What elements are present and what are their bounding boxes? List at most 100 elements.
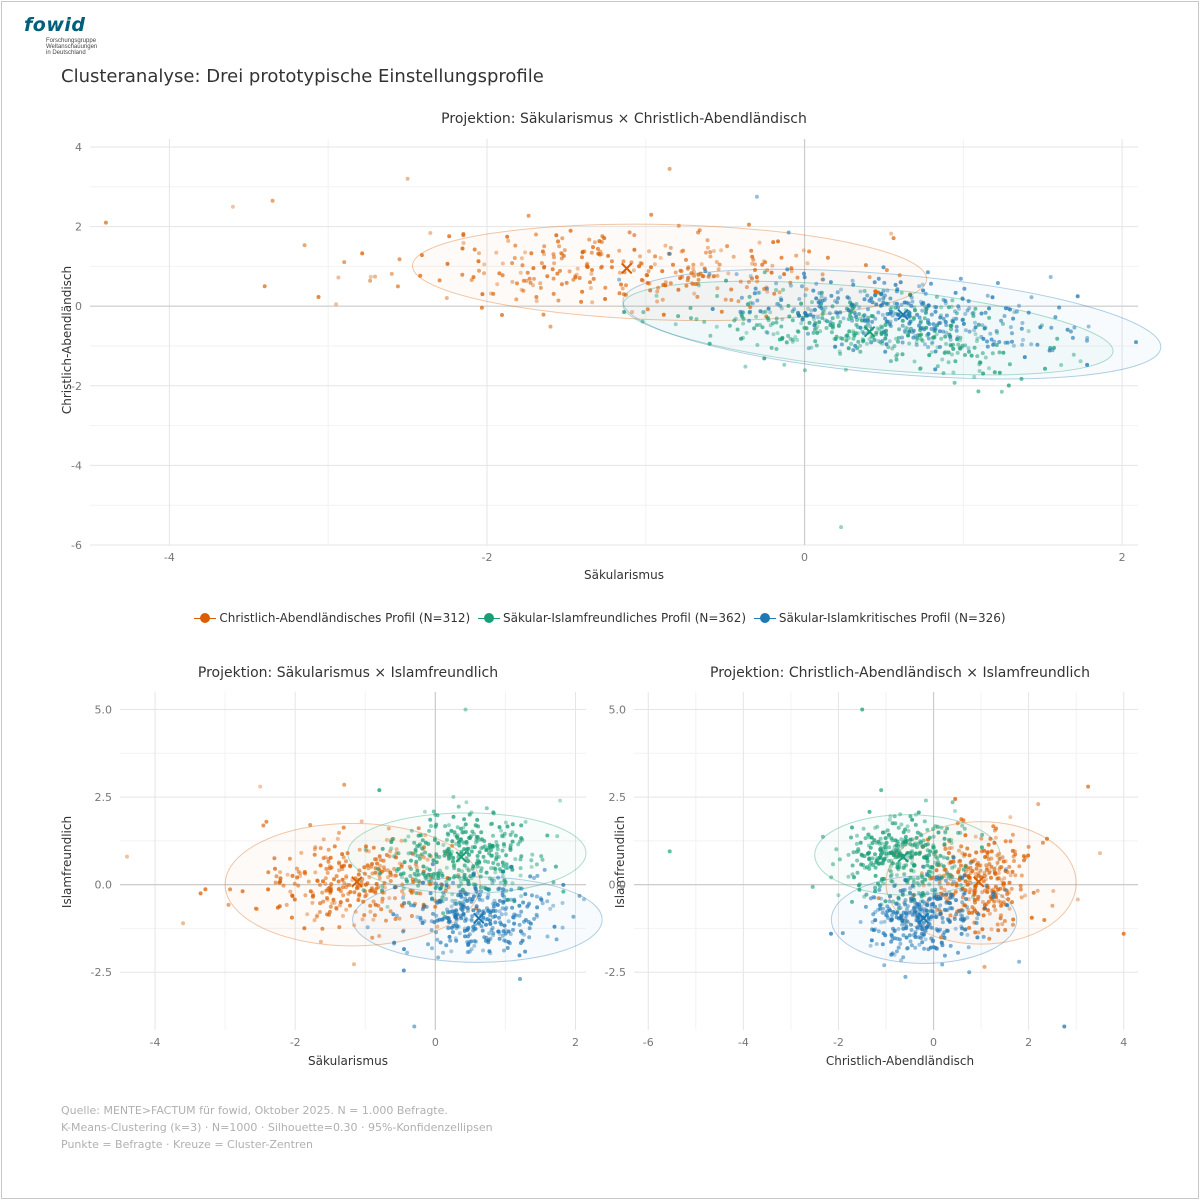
data-point-christlich [505, 234, 510, 239]
data-point-christlich [388, 909, 393, 914]
data-point-christlich [389, 271, 394, 276]
data-point-islamfreundlich [973, 306, 978, 311]
data-point-christlich [996, 876, 1001, 881]
data-point-islamfreundlich [505, 865, 510, 870]
data-point-christlich [385, 868, 390, 873]
data-point-christlich [744, 285, 749, 290]
data-point-christlich [982, 871, 987, 876]
data-point-christlich [328, 889, 333, 894]
data-point-islamfreundlich [850, 899, 854, 904]
data-point-christlich [523, 250, 528, 255]
data-point-islamfreundlich [398, 872, 403, 877]
data-point-islamkritisch [959, 931, 964, 936]
data-point-islamfreundlich [813, 339, 818, 344]
data-point-islamkritisch [858, 325, 863, 330]
data-point-islamfreundlich [928, 869, 933, 874]
data-point-islamkritisch [459, 906, 464, 911]
cross-stroke [863, 325, 876, 338]
data-point-christlich [418, 273, 423, 278]
data-point-islamkritisch [1065, 327, 1070, 332]
data-point-christlich [341, 913, 345, 918]
data-point-christlich [539, 261, 544, 266]
data-point-islamfreundlich [444, 837, 449, 842]
data-point-islamkritisch [902, 300, 907, 305]
data-point-christlich [325, 896, 329, 900]
data-point-islamkritisch [889, 918, 894, 923]
data-point-islamkritisch [913, 931, 918, 936]
data-point-islamfreundlich [523, 819, 528, 824]
data-point-christlich [959, 863, 963, 868]
data-point-islamfreundlich [458, 826, 463, 831]
data-point-islamfreundlich [927, 835, 932, 840]
data-point-islamkritisch [938, 345, 942, 349]
data-point-christlich [1001, 883, 1006, 888]
data-point-islamkritisch [924, 925, 929, 930]
data-point-christlich [337, 830, 341, 835]
data-point-islamfreundlich [916, 891, 921, 895]
data-point-christlich [532, 276, 536, 281]
data-point-islamkritisch [464, 892, 468, 897]
data-point-islamfreundlich [895, 873, 899, 878]
data-point-islamfreundlich [817, 320, 822, 325]
data-point-islamfreundlich [447, 856, 452, 861]
data-point-islamkritisch [901, 910, 906, 915]
data-point-islamkritisch [747, 318, 752, 323]
data-point-christlich [359, 880, 364, 885]
data-point-islamfreundlich [1006, 383, 1011, 388]
data-point-islamkritisch [929, 281, 933, 286]
data-point-islamkritisch [985, 339, 989, 344]
data-point-christlich [416, 826, 421, 831]
data-point-islamkritisch [493, 920, 498, 925]
data-point-islamfreundlich [854, 841, 859, 846]
panel-title: Projektion: Säkularismus × Christlich-Ab… [441, 111, 807, 127]
data-point-islamfreundlich [981, 371, 986, 376]
data-point-islamkritisch [617, 277, 622, 282]
data-point-islamfreundlich [829, 875, 834, 880]
data-point-islamfreundlich [458, 837, 463, 842]
footer-legend-note: Punkte = Befragte · Kreuze = Cluster-Zen… [61, 1138, 313, 1151]
data-point-islamkritisch [924, 872, 929, 876]
data-point-christlich [399, 838, 404, 843]
data-point-christlich [342, 881, 347, 885]
data-point-christlich [986, 842, 991, 847]
data-point-islamfreundlich [385, 904, 390, 909]
data-point-christlich [361, 899, 366, 904]
data-point-islamkritisch [910, 330, 915, 335]
data-point-islamfreundlich [784, 340, 789, 345]
data-point-islamfreundlich [814, 326, 819, 331]
data-point-christlich [365, 863, 370, 868]
data-point-christlich [491, 291, 496, 296]
data-point-christlich [362, 913, 367, 918]
data-point-christlich [645, 273, 650, 278]
data-point-islamfreundlich [960, 823, 965, 828]
data-point-islamfreundlich [846, 852, 851, 857]
data-point-christlich [708, 250, 713, 255]
data-point-islamkritisch [892, 929, 897, 934]
data-point-islamfreundlich [462, 875, 467, 880]
data-point-christlich [936, 863, 941, 868]
data-point-islamfreundlich [420, 846, 425, 851]
data-point-islamkritisch [989, 337, 994, 342]
data-point-islamkritisch [920, 940, 925, 945]
data-point-islamfreundlich [915, 881, 920, 886]
data-point-islamkritisch [500, 906, 505, 911]
data-point-christlich [985, 850, 990, 855]
data-point-christlich [303, 893, 308, 898]
data-point-islamfreundlich [782, 362, 787, 367]
data-point-islamkritisch [527, 935, 532, 940]
data-point-christlich [723, 297, 728, 302]
data-point-christlich [375, 861, 380, 866]
data-point-islamkritisch [971, 310, 976, 315]
y-tick-label: -4 [71, 459, 82, 472]
data-point-christlich [691, 262, 696, 267]
data-point-islamfreundlich [858, 349, 863, 354]
data-point-islamkritisch [829, 931, 833, 936]
data-point-islamkritisch [519, 886, 524, 891]
data-point-islamkritisch [458, 889, 463, 894]
data-point-christlich [417, 880, 422, 885]
cross-stroke [473, 912, 485, 924]
legend-key-islamkritisch [753, 612, 776, 624]
data-point-islamfreundlich [838, 351, 843, 356]
data-point-islamfreundlich [951, 342, 955, 347]
data-point-islamfreundlich [846, 317, 851, 322]
